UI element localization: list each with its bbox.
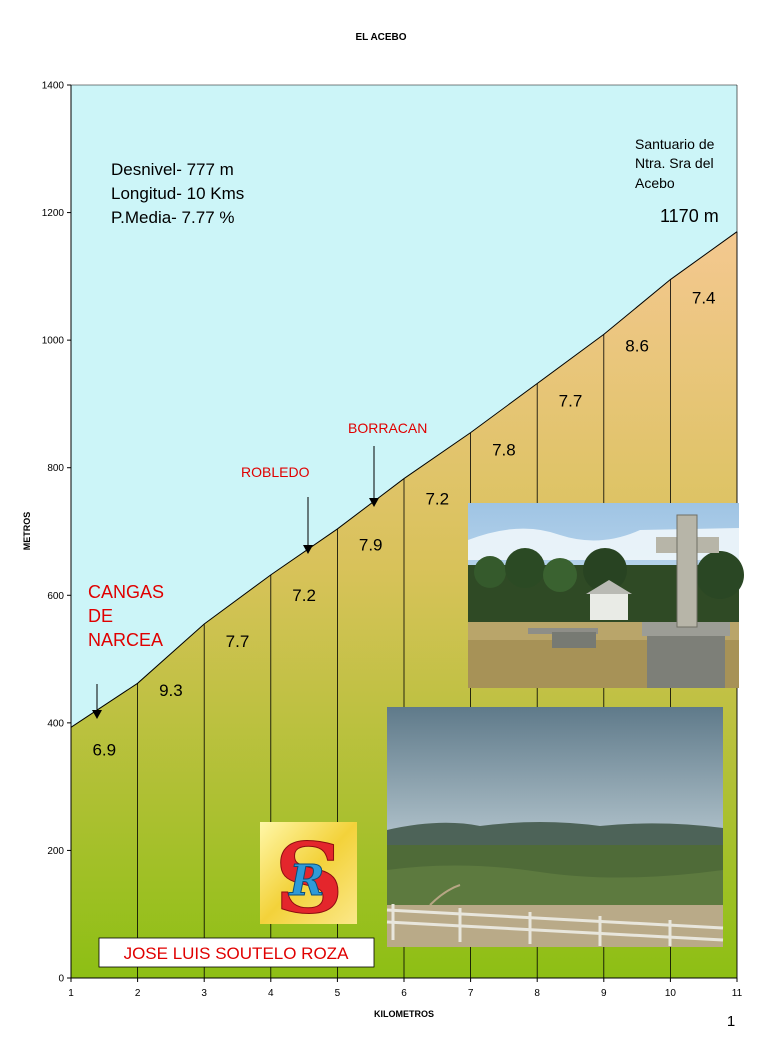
stat-desnivel: Desnivel- 777 m bbox=[111, 160, 234, 179]
segment-gradient-label: 9.3 bbox=[159, 681, 183, 700]
chart-title: EL ACEBO bbox=[355, 32, 406, 43]
y-axis-label: METROS bbox=[22, 512, 32, 551]
segment-gradient-label: 7.2 bbox=[292, 586, 316, 605]
y-tick-label: 600 bbox=[47, 591, 64, 602]
place-cangas-line-2: DE bbox=[88, 606, 113, 626]
y-tick-label: 1400 bbox=[42, 81, 65, 92]
svg-text:S: S bbox=[274, 822, 343, 935]
page-number: 1 bbox=[727, 1013, 735, 1030]
author-label: JOSE LUIS SOUTELO ROZA bbox=[124, 944, 349, 963]
x-tick-label: 2 bbox=[135, 988, 141, 999]
segment-gradient-label: 7.8 bbox=[492, 441, 516, 460]
place-borracan: BORRACAN bbox=[348, 420, 427, 507]
place-borracan-arrow-head bbox=[369, 498, 379, 507]
place-cangas-line-1: CANGAS bbox=[88, 582, 164, 602]
author-label-box: JOSE LUIS SOUTELO ROZA bbox=[98, 937, 375, 968]
stat-longitud: Longitud- 10 Kms bbox=[111, 184, 244, 203]
place-borracan-label: BORRACAN bbox=[348, 420, 427, 436]
y-tick-label: 0 bbox=[58, 974, 64, 985]
x-tick-label: 9 bbox=[601, 988, 607, 999]
segment-gradient-label: 6.9 bbox=[92, 740, 116, 759]
x-tick-label: 7 bbox=[468, 988, 474, 999]
y-tick-label: 1000 bbox=[42, 336, 65, 347]
place-cangas-arrow-head bbox=[92, 710, 102, 719]
y-tick-label: 400 bbox=[47, 718, 64, 729]
x-tick-label: 8 bbox=[534, 988, 540, 999]
y-tick-label: 800 bbox=[47, 463, 64, 474]
segment-gradient-label: 7.4 bbox=[692, 289, 716, 308]
x-tick-label: 11 bbox=[732, 988, 743, 999]
route-stats: Desnivel- 777 m Longitud- 10 Kms P.Media… bbox=[111, 160, 244, 227]
segment-gradient-label: 8.6 bbox=[625, 337, 649, 356]
x-tick-label: 4 bbox=[268, 988, 274, 999]
place-cangas-line-3: NARCEA bbox=[88, 630, 163, 650]
x-axis-label: KILOMETROS bbox=[374, 1009, 434, 1019]
x-tick-label: 10 bbox=[665, 988, 677, 999]
sr-logo-icon: S R bbox=[260, 822, 357, 936]
y-tick-label: 200 bbox=[47, 846, 64, 857]
svg-text:R: R bbox=[289, 856, 325, 905]
segment-gradient-label: 7.7 bbox=[559, 391, 583, 410]
place-robledo-label: ROBLEDO bbox=[241, 464, 310, 480]
summit-name-line-2: Ntra. Sra del bbox=[635, 155, 714, 171]
place-cangas: CANGAS DE NARCEA bbox=[88, 582, 164, 719]
y-tick-label: 1200 bbox=[42, 208, 65, 219]
place-robledo-arrow-head bbox=[303, 545, 313, 554]
summit-altitude: 1170 m bbox=[660, 206, 719, 226]
sanctuary-cross-photo bbox=[468, 503, 744, 688]
valley-landscape-photo bbox=[386, 707, 724, 947]
x-tick-label: 3 bbox=[201, 988, 207, 999]
summit-annotation: Santuario de Ntra. Sra del Acebo 1170 m bbox=[635, 136, 719, 226]
stat-pendiente: P.Media- 7.77 % bbox=[111, 208, 234, 227]
summit-name-line-1: Santuario de bbox=[635, 136, 715, 152]
summit-name-line-3: Acebo bbox=[635, 175, 675, 191]
x-tick-label: 5 bbox=[335, 988, 341, 999]
segment-gradient-label: 7.2 bbox=[425, 490, 449, 509]
segment-gradient-label: 7.7 bbox=[226, 632, 250, 651]
segment-gradient-label: 7.9 bbox=[359, 536, 383, 555]
place-robledo: ROBLEDO bbox=[241, 464, 313, 554]
x-tick-label: 1 bbox=[68, 988, 74, 999]
x-tick-label: 6 bbox=[401, 988, 407, 999]
